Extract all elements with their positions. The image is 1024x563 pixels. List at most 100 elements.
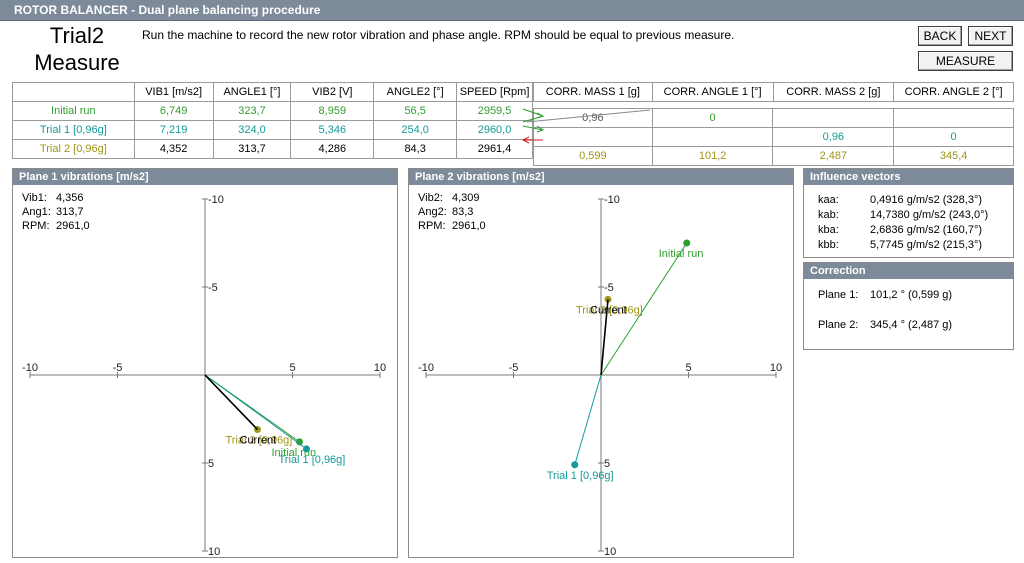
header-angle2: ANGLE2 [°]: [373, 82, 458, 102]
influence-value: 0,4916 g/m/s2 (328,3°): [870, 194, 983, 206]
corr-mass2-cell[interactable]: [772, 108, 895, 128]
link-line: [526, 109, 651, 123]
plane2-panel: Plane 2 vibrations [m/s2] Vib2: 4,309 Ang…: [408, 168, 794, 558]
series-point: [303, 445, 310, 453]
correction-plane1-value: 101,2 ° (0,599 g): [870, 289, 953, 301]
y-tick-label: 5: [604, 458, 610, 470]
cell-angle2: 84,3: [373, 139, 458, 159]
correction-plane1: Plane 1: 101,2 ° (0,599 g): [818, 288, 952, 302]
corr-angle2-result: 345,4: [893, 146, 1014, 166]
next-button[interactable]: NEXT: [968, 26, 1013, 46]
influence-value: 2,6836 g/m/s2 (160,7°): [870, 224, 983, 236]
header-blank: [12, 82, 135, 102]
measurement-table: VIB1 [m/s2] ANGLE1 [°] VIB2 [V] ANGLE2 […: [12, 82, 533, 159]
cell-vib1: 7,219: [133, 120, 214, 140]
cell-vib2: 4,286: [290, 139, 375, 159]
page-title: Trial2 Measure: [22, 22, 132, 76]
x-tick-label: 10: [374, 362, 386, 374]
rpm-label: RPM:: [22, 220, 50, 232]
plane2-chart[interactable]: -10 -5 5 10 -10 -5 5 10 Initial run Trial 1 [0,96…: [409, 169, 793, 557]
cell-angle1: 323,7: [212, 101, 292, 121]
influence-value: 5,7745 g/m/s2 (215,3°): [870, 239, 983, 251]
x-tick-label: 5: [685, 362, 691, 374]
influence-key: kbb:: [818, 239, 839, 251]
influence-title: Influence vectors: [804, 169, 1013, 185]
series-label: Trial 1 [0,96g]: [547, 470, 614, 482]
plane1-readout: Vib1: 4,356 Ang1: 313,7 RPM: 2961,0: [22, 191, 90, 233]
page-title-line2: Measure: [34, 50, 120, 75]
correction-plane2-value: 345,4 ° (2,487 g): [870, 319, 953, 331]
correction-plane1-label: Plane 1:: [818, 289, 859, 301]
correction-plane2: Plane 2: 345,4 ° (2,487 g): [818, 318, 952, 332]
correction-values-table: 0,96 0 0,96 0 0,599 101,2 2,487 345,4: [533, 108, 1014, 166]
vib-label: Vib1:: [22, 192, 47, 204]
y-tick-label: 5: [208, 458, 214, 470]
cell-vib1: 4,352: [133, 139, 214, 159]
series-label: Current: [590, 304, 627, 316]
cell-angle1: 313,7: [212, 139, 292, 159]
influence-key: kba:: [818, 224, 839, 236]
ang-value: 83,3: [452, 206, 474, 218]
corr-mass2-result: 2,487: [772, 146, 895, 166]
influence-item: kab: 14,7380 g/m/s2 (243,0°): [818, 208, 988, 223]
corr-angle1-cell[interactable]: 0: [651, 108, 774, 128]
window-title: ROTOR BALANCER - Dual plane balancing pr…: [0, 0, 1024, 21]
x-tick-label: -5: [509, 362, 519, 374]
series-point: [296, 438, 303, 446]
header-vib2: VIB2 [V]: [290, 82, 375, 102]
influence-key: kaa:: [818, 194, 839, 206]
x-tick-label: 5: [289, 362, 295, 374]
table-row-trial1[interactable]: Trial 1 [0,96g] 7,219 324,0 5,346 254,0 …: [12, 120, 533, 140]
plane2-title: Plane 2 vibrations [m/s2]: [409, 169, 793, 185]
rpm-label: RPM:: [418, 220, 446, 232]
header-speed: SPEED [Rpm]: [456, 82, 533, 102]
influence-item: kaa: 0,4916 g/m/s2 (328,3°): [818, 193, 988, 208]
influence-item: kbb: 5,7745 g/m/s2 (215,3°): [818, 238, 988, 253]
row-label: Trial 1 [0,96g]: [12, 120, 135, 140]
header-vib1: VIB1 [m/s2]: [133, 82, 214, 102]
corr-mass1-result: 0,599: [533, 146, 653, 166]
corr-angle1-result: 101,2: [651, 146, 774, 166]
back-button[interactable]: BACK: [918, 26, 962, 46]
rpm-value: 2961,0: [452, 220, 486, 232]
arrow-trial1-b: [522, 125, 545, 133]
instruction-text: Run the machine to record the new rotor …: [142, 28, 735, 42]
corr-angle2-cell[interactable]: [893, 108, 1014, 128]
corr-angle2-cell[interactable]: 0: [893, 127, 1014, 147]
corr-row-result: 0,599 101,2 2,487 345,4: [533, 146, 1014, 166]
header-corr-angle2: CORR. ANGLE 2 [°]: [893, 82, 1014, 102]
series-label: Trial 2 [0,96g]: [226, 435, 293, 447]
series-vector: [574, 374, 602, 465]
series-label: Current: [240, 435, 277, 447]
plane1-title: Plane 1 vibrations [m/s2]: [13, 169, 397, 185]
x-tick-label: -10: [22, 362, 38, 374]
y-tick-label: -5: [208, 282, 218, 294]
measure-button[interactable]: MEASURE: [918, 51, 1013, 71]
x-tick-label: -10: [418, 362, 434, 374]
y-tick-label: -10: [604, 194, 620, 206]
cell-angle2: 254,0: [373, 120, 458, 140]
vib-value: 4,356: [56, 192, 84, 204]
series-label: Trial 2 [0,96g]: [576, 304, 643, 316]
cell-angle2: 56,5: [373, 101, 458, 121]
series-label: Initial run: [659, 248, 704, 260]
cell-vib1: 6,749: [133, 101, 214, 121]
table-row-trial2[interactable]: Trial 2 [0,96g] 4,352 313,7 4,286 84,3 2…: [12, 139, 533, 159]
cell-vib2: 5,346: [290, 120, 375, 140]
ang-label: Ang1:: [22, 206, 51, 218]
ang-label: Ang2:: [418, 206, 447, 218]
series-vector: [204, 374, 259, 431]
page-title-line1: Trial2: [49, 23, 105, 48]
correction-plane2-label: Plane 2:: [818, 319, 859, 331]
cell-speed: 2961,4: [456, 139, 533, 159]
corr-angle1-cell[interactable]: [651, 127, 774, 147]
plane2-readout: Vib2: 4,309 Ang2: 83,3 RPM: 2961,0: [418, 191, 486, 233]
vib-value: 4,309: [452, 192, 480, 204]
correction-title: Correction: [804, 263, 1013, 279]
correction-header-row: CORR. MASS 1 [g] CORR. ANGLE 1 [°] CORR.…: [533, 82, 1014, 102]
influence-key: kab:: [818, 209, 839, 221]
corr-mass2-cell[interactable]: 0,96: [772, 127, 895, 147]
table-row-initial[interactable]: Initial run 6,749 323,7 8,959 56,5 2959,…: [12, 101, 533, 121]
y-tick-label: 10: [208, 546, 220, 557]
